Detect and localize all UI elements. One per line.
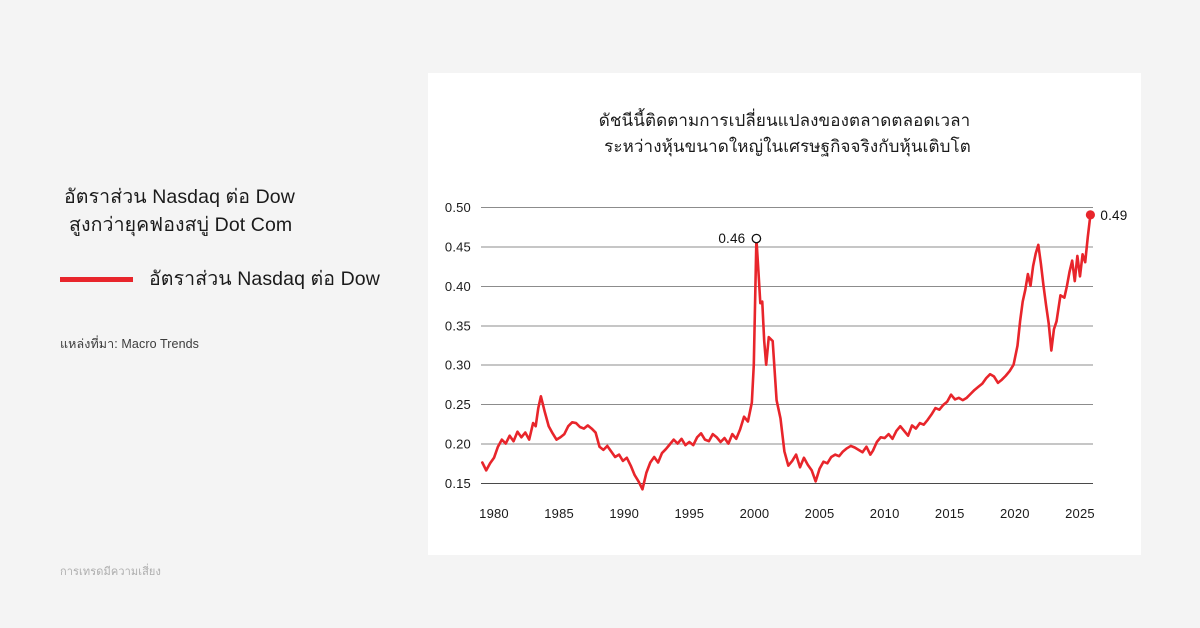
y-axis-tick-label: 0.25: [445, 397, 471, 412]
left-info-panel: อัตราส่วน Nasdaq ต่อ Dow สูงกว่ายุคฟองสบ…: [0, 0, 428, 628]
legend: อัตราส่วน Nasdaq ต่อ Dow: [60, 268, 380, 290]
y-axis-tick-label: 0.50: [445, 200, 471, 215]
x-axis-tick-label: 1995: [674, 506, 704, 521]
x-axis-tick-label: 2015: [935, 506, 965, 521]
x-axis-tick-label: 1985: [544, 506, 574, 521]
chart-title: ดัชนีนี้ติดตามการเปลี่ยนแปลงของตลาดตลอดเ…: [428, 108, 1141, 160]
annotation-marker-dot: [1085, 210, 1095, 220]
chart-title-line-2: ระหว่างหุ้นขนาดใหญ่ในเศรษฐกิจจริงกับหุ้น…: [604, 137, 971, 156]
headline-line-2: สูงกว่ายุคฟองสบู่ Dot Com: [69, 214, 293, 236]
x-axis-tick-label: 2020: [1000, 506, 1030, 521]
annotation-label: 0.46: [718, 231, 745, 246]
x-axis-tick-label: 2025: [1065, 506, 1095, 521]
annotation-label: 0.49: [1100, 208, 1127, 223]
y-axis-tick-label: 0.45: [445, 239, 471, 254]
chart-card: ดัชนีนี้ติดตามการเปลี่ยนแปลงของตลาดตลอดเ…: [428, 73, 1141, 555]
data-series-line: [480, 213, 1092, 491]
source-attribution: แหล่งที่มา: Macro Trends: [60, 337, 200, 351]
plot-area: 0.15 0.20 0.25 0.30 0.35 0.40 0.45 0.50 1980 1985…: [428, 73, 1141, 555]
risk-disclaimer: การเทรดมีความเสี่ยง: [60, 566, 161, 578]
annotation-marker-hollow: [751, 233, 762, 244]
x-axis-tick-label: 2005: [805, 506, 835, 521]
y-axis-tick-label: 0.30: [445, 358, 471, 373]
y-axis-tick-label: 0.40: [445, 279, 471, 294]
headline-line-1: อัตราส่วน Nasdaq ต่อ Dow: [64, 186, 295, 208]
y-axis-tick-label: 0.20: [445, 437, 471, 452]
y-axis-tick-label: 0.35: [445, 318, 471, 333]
chart-title-line-1: ดัชนีนี้ติดตามการเปลี่ยนแปลงของตลาดตลอดเ…: [598, 111, 971, 130]
legend-color-swatch: [60, 277, 133, 283]
x-axis-tick-label: 2010: [870, 506, 900, 521]
headline: อัตราส่วน Nasdaq ต่อ Dow สูงกว่ายุคฟองสบ…: [64, 183, 404, 239]
line-chart-svg: 0.15 0.20 0.25 0.30 0.35 0.40 0.45 0.50 1980 1985…: [445, 200, 1127, 521]
x-axis-tick-label: 2000: [740, 506, 770, 521]
x-axis-tick-label: 1990: [609, 506, 639, 521]
legend-series-label: อัตราส่วน Nasdaq ต่อ Dow: [149, 268, 380, 290]
y-axis-tick-label: 0.15: [445, 476, 471, 491]
x-axis-tick-label: 1980: [479, 506, 509, 521]
